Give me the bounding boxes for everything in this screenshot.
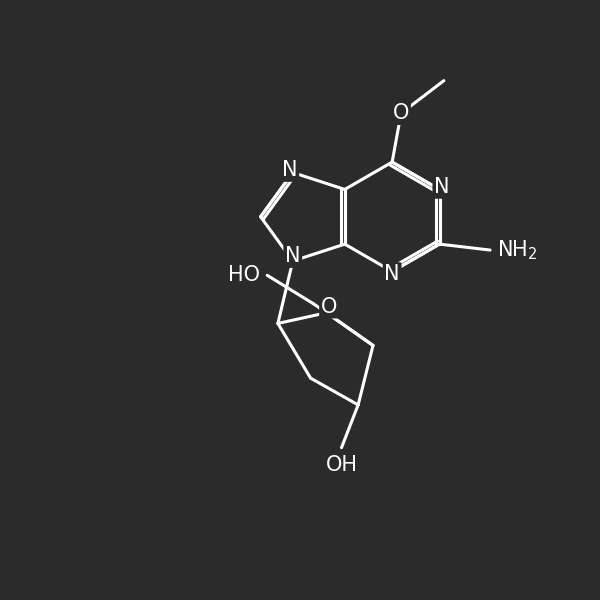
- Text: NH$_2$: NH$_2$: [497, 238, 538, 262]
- Text: N: N: [285, 246, 301, 266]
- Text: OH: OH: [326, 455, 358, 475]
- Text: N: N: [282, 160, 298, 180]
- Text: N: N: [434, 177, 449, 197]
- Text: O: O: [321, 297, 337, 317]
- Text: O: O: [393, 103, 409, 124]
- Text: N: N: [385, 264, 400, 284]
- Text: HO: HO: [228, 265, 260, 285]
